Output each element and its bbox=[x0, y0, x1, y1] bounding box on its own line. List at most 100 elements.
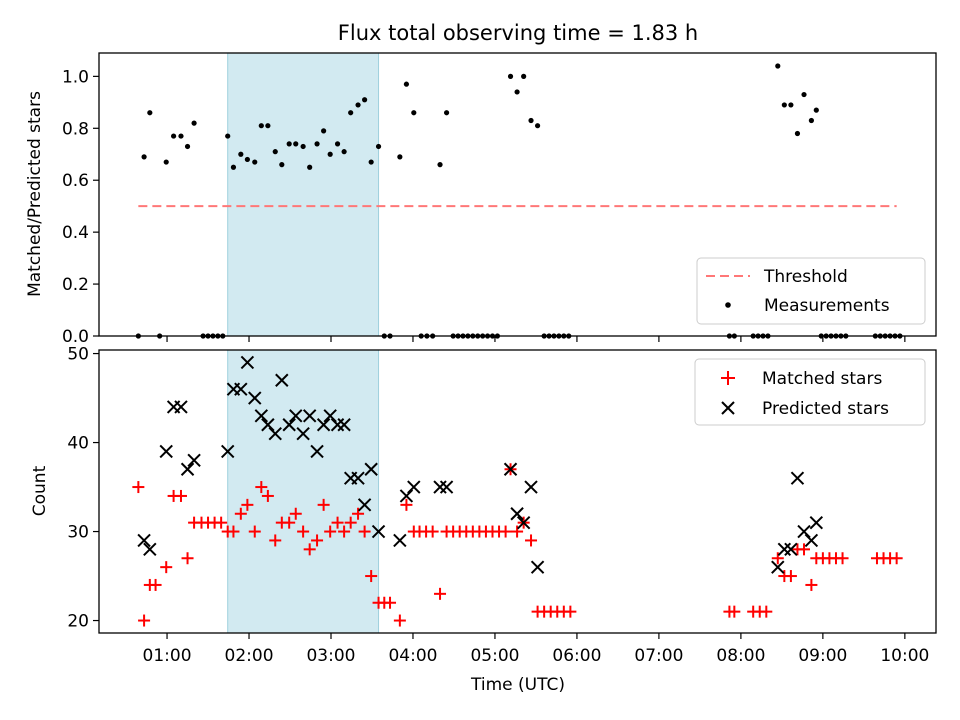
measurement-point bbox=[141, 154, 147, 160]
measurement-point bbox=[265, 123, 271, 129]
measurement-point bbox=[801, 91, 807, 98]
matched-star-point bbox=[255, 481, 268, 494]
measurement-point bbox=[528, 117, 534, 124]
predicted-star-point bbox=[268, 426, 282, 441]
predicted-star-point bbox=[771, 560, 785, 574]
bottom-legend: Matched stars Predicted stars bbox=[694, 358, 926, 426]
measurement-point bbox=[341, 149, 347, 155]
predicted-star-point bbox=[174, 400, 188, 414]
predicted-star-point bbox=[351, 471, 365, 485]
predicted-star-point bbox=[180, 462, 195, 476]
predicted-star-point bbox=[797, 524, 811, 539]
predicted-star-point bbox=[240, 355, 255, 370]
measurement-point bbox=[514, 89, 520, 95]
measurement-point bbox=[534, 123, 541, 129]
predicted-star-point bbox=[323, 409, 337, 423]
top-axes-frame bbox=[98, 52, 937, 337]
top-y-ticks: 0.0 0.2 0.4 0.6 0.8 1.0 bbox=[62, 67, 99, 347]
y-tick-label: 0.0 bbox=[62, 327, 89, 347]
measurement-point bbox=[327, 151, 333, 157]
matched-star-point bbox=[215, 516, 228, 529]
matched-star-point bbox=[358, 525, 371, 538]
y-tick-label: 20 bbox=[67, 612, 89, 632]
legend-measurements-label: Measurements bbox=[764, 296, 890, 316]
legend-matched-label: Matched stars bbox=[762, 369, 882, 389]
top-legend-box bbox=[696, 257, 926, 325]
matched-star-point bbox=[248, 525, 261, 538]
matched-star-point bbox=[728, 605, 741, 618]
predicted-star-point bbox=[524, 480, 538, 494]
measurement-point bbox=[411, 110, 417, 116]
legend-measurements-swatch bbox=[725, 302, 731, 308]
y-tick-label: 0.6 bbox=[62, 171, 89, 191]
matched-star-point bbox=[181, 552, 194, 565]
predicted-star-point bbox=[310, 444, 324, 459]
measurement-point bbox=[808, 117, 814, 124]
matched-star-point bbox=[149, 578, 162, 591]
measurement-point bbox=[163, 159, 169, 165]
predicted-star-point bbox=[159, 444, 173, 459]
matched-star-point bbox=[564, 605, 577, 618]
measurement-point bbox=[178, 133, 184, 139]
x-tick-label: 06:00 bbox=[552, 646, 601, 666]
x-tick-label: 04:00 bbox=[388, 646, 437, 666]
measurement-point bbox=[362, 97, 368, 103]
measurement-point bbox=[348, 110, 354, 116]
top-panel: Flux total observing time = 1.83 h Match… bbox=[25, 21, 937, 347]
measurement-point bbox=[375, 143, 382, 150]
matched-star-point bbox=[303, 543, 316, 556]
top-x-ticks bbox=[166, 336, 906, 342]
bottom-panel: Count Time (UTC) 20 30 40 50 01:00 02:00 03:0… bbox=[30, 345, 937, 695]
bottom-x-axis-label: Time (UTC) bbox=[470, 675, 565, 695]
predicted-star-point bbox=[137, 533, 151, 548]
predicted-star-point bbox=[337, 418, 351, 432]
measurement-point bbox=[238, 151, 244, 157]
predicted-star-point bbox=[261, 418, 275, 432]
matched-star-point bbox=[836, 552, 849, 565]
predicted-star-point bbox=[234, 382, 248, 396]
legend-predicted-label: Predicted stars bbox=[762, 399, 889, 419]
matched-star-point bbox=[241, 498, 254, 511]
x-tick-label: 05:00 bbox=[470, 646, 519, 666]
matched-star-point bbox=[771, 552, 784, 565]
predicted-star-point bbox=[371, 524, 386, 539]
matched-star-point bbox=[160, 561, 173, 574]
measurement-point bbox=[191, 120, 197, 126]
matched-star-point bbox=[311, 534, 324, 547]
measurement-point bbox=[334, 141, 341, 147]
x-tick-label: 10:00 bbox=[880, 646, 929, 666]
predicted-star-point bbox=[330, 418, 345, 432]
matched-star-point bbox=[324, 525, 337, 538]
measurement-point bbox=[781, 102, 787, 108]
measurement-point bbox=[521, 73, 527, 79]
x-tick-label: 03:00 bbox=[306, 646, 355, 666]
y-tick-label: 50 bbox=[67, 345, 89, 365]
predicted-star-point bbox=[248, 391, 262, 405]
matched-star-point bbox=[344, 516, 357, 529]
y-tick-label: 0.8 bbox=[62, 119, 89, 139]
measurement-point bbox=[397, 154, 403, 160]
matched-star-point bbox=[269, 534, 282, 547]
measurement-point bbox=[171, 133, 177, 139]
measurement-point bbox=[279, 162, 285, 168]
measurement-point bbox=[300, 143, 306, 150]
measurement-point bbox=[443, 110, 450, 116]
measurement-point bbox=[321, 128, 327, 134]
measurement-point bbox=[286, 141, 292, 147]
top-y-axis-label: Matched/Predicted stars bbox=[25, 91, 45, 297]
matched-star-point bbox=[426, 525, 439, 538]
predicted-star-point bbox=[364, 462, 378, 476]
predicted-star-point bbox=[809, 515, 824, 530]
y-tick-label: 0.4 bbox=[62, 223, 89, 243]
measurement-point bbox=[184, 143, 191, 150]
predicted-star-point bbox=[187, 453, 201, 468]
y-tick-label: 30 bbox=[67, 523, 89, 543]
predicted-star-point bbox=[220, 444, 235, 459]
matched-star-point bbox=[283, 516, 296, 529]
x-tick-label: 01:00 bbox=[143, 646, 192, 666]
predicted-star-point bbox=[777, 542, 792, 557]
predicted-star-point bbox=[516, 515, 531, 530]
matched-star-point bbox=[338, 525, 351, 538]
matched-star-point bbox=[365, 570, 378, 583]
measurement-point bbox=[272, 149, 278, 155]
